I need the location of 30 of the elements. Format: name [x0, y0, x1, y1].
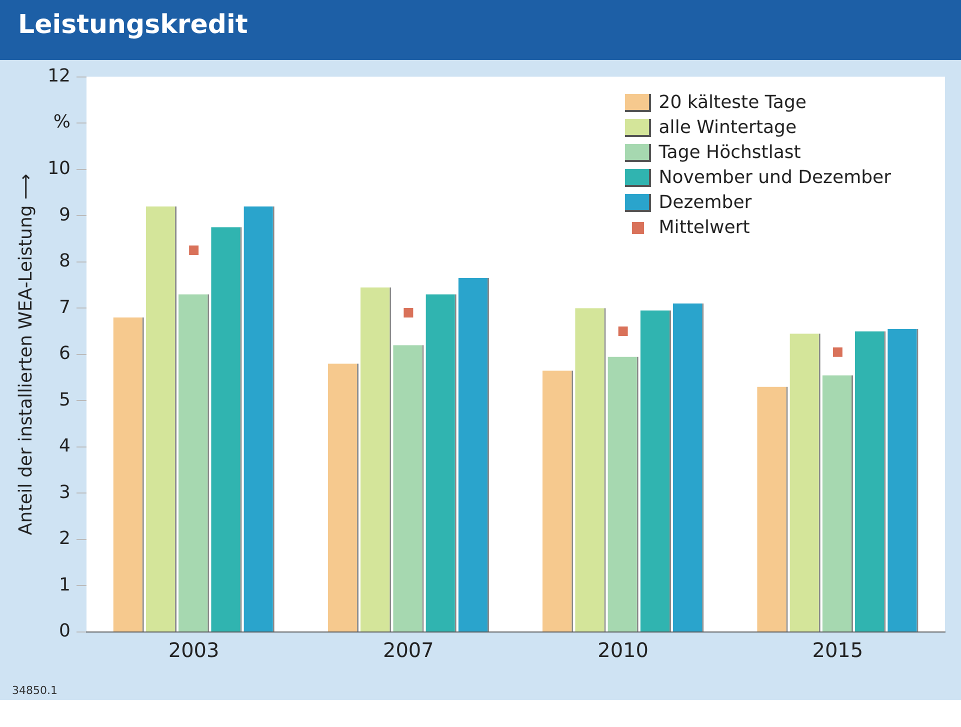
- y-tick-label: 5: [59, 389, 71, 410]
- point: [832, 347, 842, 357]
- x-tick-label: 2015: [812, 638, 864, 662]
- point: [189, 246, 199, 256]
- y-tick-label: 6: [59, 343, 71, 364]
- legend-label: 20 kälteste Tage: [658, 91, 806, 115]
- text: 34850.1: [12, 684, 58, 697]
- y-axis-title: Anteil der installierten WEA-Leistung ⟶: [15, 174, 36, 536]
- legend-label: Dezember: [658, 191, 752, 215]
- y-tick-label: 7: [59, 296, 71, 318]
- legend-label: alle Wintertage: [658, 116, 797, 140]
- x-tick-label: 2003: [168, 638, 220, 662]
- y-tick-label: 0: [59, 620, 71, 642]
- y-tick-label: 4: [59, 436, 71, 457]
- legend-label: Mittelwert: [658, 216, 750, 240]
- x-tick-label: 2010: [598, 638, 649, 662]
- point: [618, 326, 628, 336]
- y-tick-label: 2: [59, 528, 71, 550]
- chart-title: Leistungskredit: [0, 0, 961, 60]
- y-tick-label: 8: [59, 250, 71, 272]
- y-tick-label: 1: [59, 574, 71, 596]
- legend-label: Tage Höchstlast: [658, 141, 801, 165]
- x-tick-label: 2007: [382, 638, 434, 662]
- y-tick-label: 3: [59, 482, 71, 503]
- y-tick-label: %: [53, 112, 71, 133]
- y-tick-label: 12: [48, 65, 71, 86]
- y-tick-label: 10: [48, 158, 71, 180]
- y-tick-label: 9: [59, 204, 71, 226]
- legend-label: November und Dezember: [658, 166, 891, 190]
- point: [404, 308, 414, 318]
